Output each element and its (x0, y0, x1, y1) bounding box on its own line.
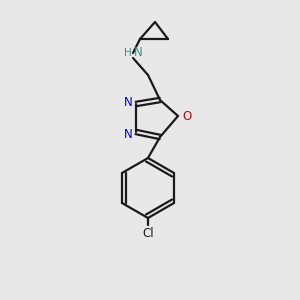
Text: O: O (182, 110, 191, 122)
Text: N: N (134, 46, 143, 59)
Text: N: N (124, 95, 133, 109)
Text: Cl: Cl (142, 227, 154, 240)
Text: H: H (124, 48, 132, 58)
Text: N: N (124, 128, 133, 140)
